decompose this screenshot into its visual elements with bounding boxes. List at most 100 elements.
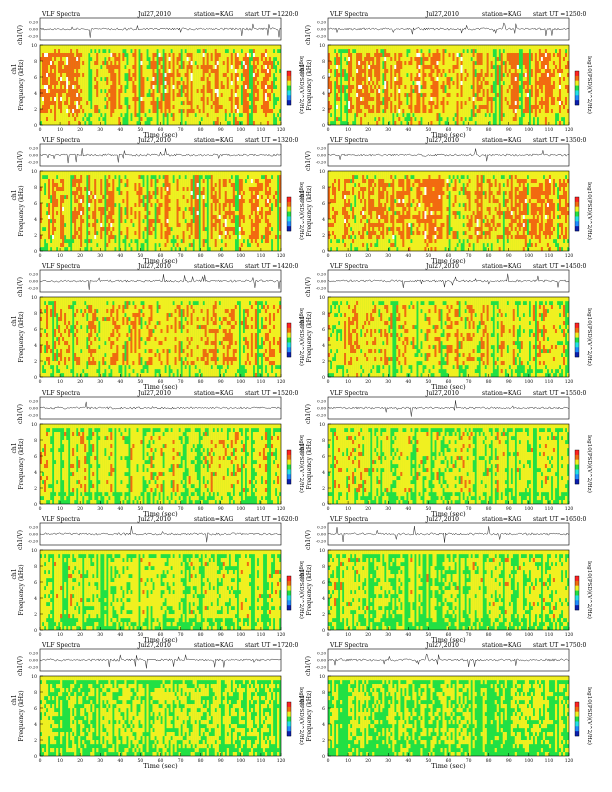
heatmap-cell bbox=[68, 89, 70, 93]
heatmap-cell bbox=[541, 49, 543, 53]
heatmap-cell bbox=[356, 53, 358, 57]
heatmap-cell bbox=[112, 105, 114, 109]
heatmap-cell bbox=[362, 113, 364, 117]
heatmap-cell bbox=[223, 101, 225, 105]
heatmap-cell bbox=[66, 219, 68, 223]
heatmap-cell bbox=[451, 109, 453, 113]
heatmap-cell bbox=[148, 101, 150, 105]
heatmap-cell bbox=[56, 191, 58, 195]
heatmap-cell bbox=[430, 93, 432, 97]
heatmap-cell bbox=[444, 97, 446, 101]
heatmap-cell bbox=[48, 77, 50, 81]
heatmap-cell bbox=[487, 81, 489, 85]
heatmap-cell bbox=[54, 61, 56, 65]
heatmap-cell bbox=[249, 53, 251, 57]
heatmap-cell bbox=[477, 97, 479, 101]
heatmap-cell bbox=[233, 45, 235, 49]
heatmap-cell bbox=[455, 57, 457, 61]
heatmap-cell bbox=[86, 73, 88, 77]
heatmap-cell bbox=[80, 105, 82, 109]
heatmap-cell bbox=[549, 49, 551, 53]
heatmap-cell bbox=[68, 211, 70, 215]
heatmap-cell bbox=[205, 121, 207, 125]
heatmap-cell bbox=[432, 121, 434, 125]
heatmap-cell bbox=[215, 89, 217, 93]
heatmap-cell bbox=[72, 219, 74, 223]
heatmap-cell bbox=[390, 49, 392, 53]
heatmap-cell bbox=[430, 85, 432, 89]
heatmap-cell bbox=[422, 101, 424, 105]
heatmap-cell bbox=[467, 65, 469, 69]
heatmap-cell bbox=[479, 117, 481, 121]
heatmap-cell bbox=[189, 61, 191, 65]
heatmap-cell bbox=[442, 45, 444, 49]
heatmap-cell bbox=[84, 191, 86, 195]
heatmap-cell bbox=[223, 117, 225, 121]
heatmap-cell bbox=[94, 203, 96, 207]
heatmap-cell bbox=[404, 69, 406, 73]
heatmap-cell bbox=[328, 77, 330, 81]
heatmap-cell bbox=[58, 53, 60, 57]
heatmap-cell bbox=[557, 85, 559, 89]
heatmap-cell bbox=[193, 85, 195, 89]
heatmap-cell bbox=[551, 121, 553, 125]
heatmap-cell bbox=[98, 211, 100, 215]
heatmap-cell bbox=[275, 73, 277, 77]
heatmap-cell bbox=[483, 109, 485, 113]
heatmap-cell bbox=[189, 101, 191, 105]
heatmap-cell bbox=[54, 183, 56, 187]
heatmap-cell bbox=[416, 81, 418, 85]
heatmap-cell bbox=[453, 105, 455, 109]
heatmap-cell bbox=[348, 113, 350, 117]
heatmap-cell bbox=[545, 61, 547, 65]
heatmap-cell bbox=[557, 57, 559, 61]
heatmap-cell bbox=[509, 49, 511, 53]
heatmap-cell bbox=[360, 121, 362, 125]
heatmap-cell bbox=[360, 61, 362, 65]
heatmap-cell bbox=[461, 101, 463, 105]
heatmap-cell bbox=[128, 45, 130, 49]
heatmap-cell bbox=[356, 49, 358, 53]
heatmap-cell bbox=[420, 45, 422, 49]
heatmap-cell bbox=[547, 117, 549, 121]
heatmap-cell bbox=[56, 53, 58, 57]
heatmap-cell bbox=[209, 57, 211, 61]
heatmap-cell bbox=[177, 53, 179, 57]
heatmap-cell bbox=[491, 121, 493, 125]
heatmap-cell bbox=[487, 109, 489, 113]
heatmap-cell bbox=[66, 93, 68, 97]
heatmap-cell bbox=[422, 97, 424, 101]
heatmap-cell bbox=[80, 109, 82, 113]
heatmap-cell bbox=[372, 81, 374, 85]
heatmap-cell bbox=[455, 117, 457, 121]
heatmap-cell bbox=[173, 97, 175, 101]
heatmap-cell bbox=[96, 65, 98, 69]
heatmap-cell bbox=[257, 45, 259, 49]
heatmap-cell bbox=[171, 105, 173, 109]
heatmap-cell bbox=[449, 97, 451, 101]
heatmap-cell bbox=[94, 89, 96, 93]
heatmap-cell bbox=[430, 81, 432, 85]
heatmap-cell bbox=[505, 57, 507, 61]
heatmap-cell bbox=[485, 97, 487, 101]
heatmap-cell bbox=[52, 239, 54, 243]
heatmap-cell bbox=[88, 223, 90, 227]
heatmap-cell bbox=[430, 57, 432, 61]
heatmap-cell bbox=[211, 121, 213, 125]
heatmap-cell bbox=[211, 101, 213, 105]
panel-header-station: station=KAG bbox=[194, 137, 233, 144]
heatmap-cell bbox=[459, 105, 461, 109]
heatmap-cell bbox=[237, 53, 239, 57]
heatmap-cell bbox=[74, 171, 76, 175]
heatmap-cell bbox=[551, 105, 553, 109]
heatmap-cell bbox=[106, 211, 108, 215]
heatmap-cell bbox=[213, 45, 215, 49]
heatmap-cell bbox=[505, 53, 507, 57]
heatmap-cell bbox=[171, 101, 173, 105]
heatmap-cell bbox=[96, 45, 98, 49]
heatmap-cell bbox=[396, 69, 398, 73]
heatmap-cell bbox=[533, 113, 535, 117]
heatmap-cell bbox=[370, 89, 372, 93]
heatmap-cell bbox=[267, 81, 269, 85]
heatmap-cell bbox=[247, 97, 249, 101]
